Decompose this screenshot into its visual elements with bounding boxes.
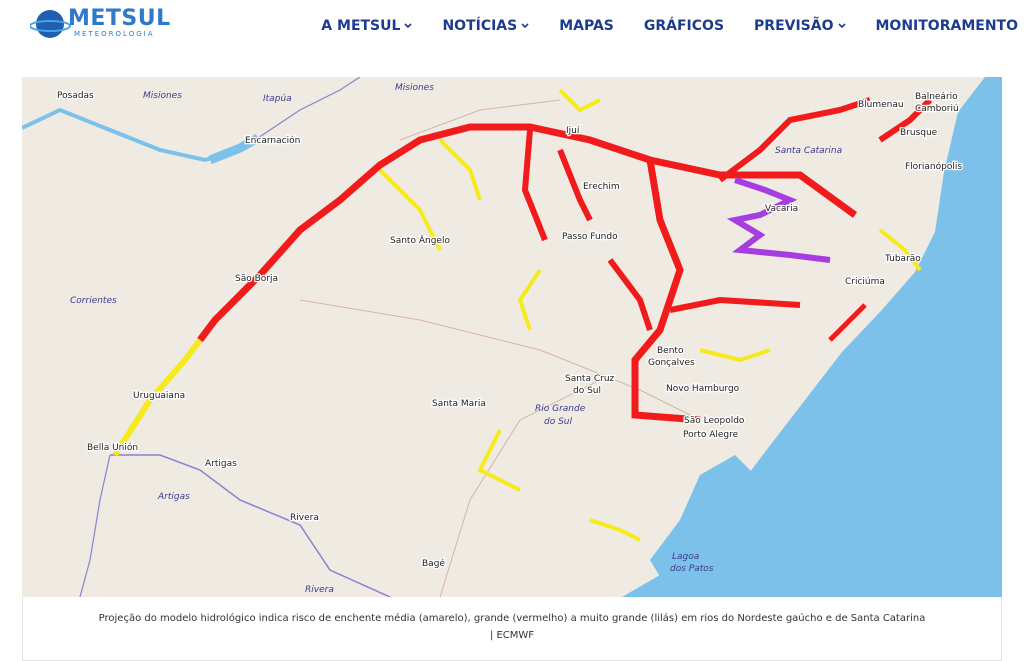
city-label: Bella Unión bbox=[87, 442, 138, 453]
flood-high bbox=[828, 303, 867, 342]
flood-medium bbox=[517, 268, 542, 331]
city-label: Gonçalves bbox=[648, 358, 695, 368]
flood-medium bbox=[699, 348, 771, 363]
city-label: Criciúma bbox=[845, 277, 885, 287]
flood-very-high bbox=[726, 177, 831, 263]
region-label: Misiones bbox=[143, 91, 182, 101]
region-label: Corrientes bbox=[70, 296, 117, 306]
nav-item[interactable]: MONITORAMENTO bbox=[875, 18, 1019, 34]
map-labels: Posadas Encarnación Santo Ângelo São Borja U… bbox=[56, 83, 964, 595]
city-label: do Sul bbox=[573, 386, 601, 396]
region-label: Artigas bbox=[157, 492, 190, 502]
city-label: Vacaria bbox=[765, 204, 798, 214]
flood-high bbox=[521, 129, 548, 242]
flood-high bbox=[718, 97, 871, 183]
nav-item[interactable]: PREVISÃO bbox=[754, 18, 846, 34]
border bbox=[110, 454, 391, 597]
city-label: Porto Alegre bbox=[683, 430, 739, 440]
region-label: Itapúa bbox=[263, 94, 292, 104]
nav-item[interactable]: MAPAS bbox=[559, 18, 614, 34]
flood-medium bbox=[112, 338, 203, 457]
flood-risk bbox=[112, 88, 933, 542]
city-label: Balneário bbox=[915, 92, 958, 102]
city-label: São Leopoldo bbox=[684, 416, 745, 426]
ocean bbox=[622, 77, 1002, 597]
city-label: Santa Cruz bbox=[565, 374, 615, 384]
city-label: Artigas bbox=[205, 459, 237, 469]
flood-medium bbox=[438, 138, 482, 201]
border bbox=[79, 454, 111, 597]
flood-medium bbox=[558, 88, 601, 113]
city-label: Encarnación bbox=[245, 135, 300, 146]
nav-label[interactable]: PREVISÃO bbox=[754, 18, 834, 34]
road bbox=[399, 99, 561, 141]
caret bbox=[837, 23, 846, 29]
city-label: Santa Maria bbox=[432, 399, 486, 409]
city-label: Passo Fundo bbox=[562, 232, 618, 242]
caret bbox=[404, 23, 413, 29]
flood-map: Posadas Encarnación Santo Ângelo São Borja U… bbox=[22, 77, 1002, 597]
city-label: São Borja bbox=[235, 274, 278, 284]
city-label: Bento bbox=[657, 346, 684, 356]
logo-subtitle: METEOROLOGIA bbox=[74, 30, 155, 38]
flood-high bbox=[557, 148, 593, 222]
region-label: Rivera bbox=[305, 585, 334, 595]
nav-item[interactable]: GRÁFICOS bbox=[643, 18, 725, 34]
flood-high bbox=[197, 123, 858, 343]
flood-medium bbox=[378, 168, 442, 251]
flood-medium bbox=[477, 429, 521, 492]
flood-medium bbox=[589, 518, 641, 542]
city-label: Brusque bbox=[900, 128, 938, 138]
city-label: Uruguaiana bbox=[133, 391, 185, 401]
logo-text[interactable]: METSUL bbox=[68, 6, 171, 31]
flood-medium bbox=[878, 228, 922, 272]
region-label: Misiones bbox=[395, 83, 434, 93]
caption: Projeção do modelo hidrológico indica ri… bbox=[22, 597, 1002, 661]
region-label: dos Patos bbox=[670, 564, 714, 574]
nav-label[interactable]: A METSUL bbox=[321, 18, 401, 34]
city-label: Tubarão bbox=[884, 254, 921, 264]
city-label: Novo Hamburgo bbox=[666, 384, 740, 394]
road bbox=[439, 379, 601, 597]
city-label: Ijuí bbox=[566, 126, 580, 136]
region-label: do Sul bbox=[544, 417, 572, 427]
city-label: Blumenau bbox=[858, 100, 904, 110]
city-label: Posadas bbox=[57, 91, 94, 101]
city-label: Florianópolis bbox=[905, 161, 962, 172]
nav-label[interactable]: NOTÍCIAS bbox=[442, 18, 518, 34]
city-label: Santo Ângelo bbox=[390, 234, 450, 246]
city-label: Erechim bbox=[583, 182, 620, 192]
site-header: METSUL METEOROLOGIA A METSUL NOTÍCIAS MA… bbox=[0, 0, 1024, 55]
city-label: Rivera bbox=[290, 513, 319, 523]
caret bbox=[521, 23, 529, 29]
flood-high bbox=[878, 97, 933, 143]
main-nav: A METSUL NOTÍCIAS MAPAS GRÁFICOS PREVISÃ… bbox=[321, 18, 1018, 34]
caption-credit: | ECMWF bbox=[489, 630, 535, 641]
nav-item[interactable]: NOTÍCIAS bbox=[442, 18, 529, 34]
reservoir bbox=[208, 134, 261, 165]
region-label: Rio Grande bbox=[535, 404, 586, 414]
flood-high bbox=[607, 258, 653, 331]
flood-high bbox=[669, 296, 801, 313]
road bbox=[299, 299, 701, 421]
border bbox=[254, 77, 361, 141]
caption-text: Projeção do modelo hidrológico indica ri… bbox=[98, 613, 926, 624]
region-label: Santa Catarina bbox=[775, 146, 842, 156]
city-label: Bagé bbox=[422, 558, 445, 569]
nav-item[interactable]: A METSUL bbox=[321, 18, 413, 34]
logo-icon[interactable] bbox=[30, 4, 74, 44]
region-label: Lagoa bbox=[672, 552, 699, 562]
flood-high bbox=[631, 159, 701, 424]
city-label: Camboriú bbox=[915, 104, 959, 114]
lagoon bbox=[650, 455, 760, 585]
